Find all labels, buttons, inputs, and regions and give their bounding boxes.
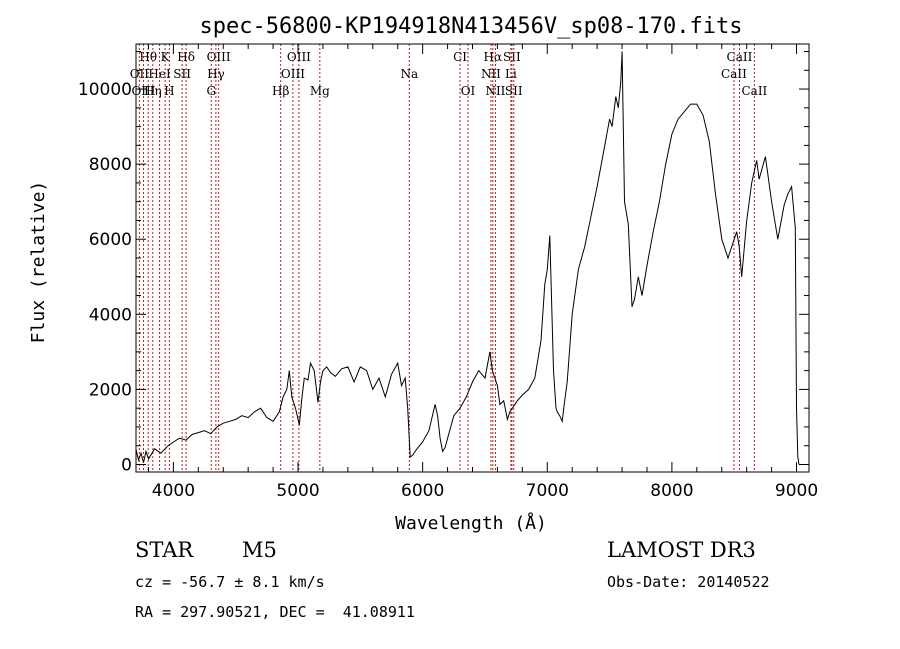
line-label-22: Li xyxy=(505,67,517,81)
line-label-14: Hβ xyxy=(272,84,289,98)
line-label-13: OIII xyxy=(281,67,305,81)
line-label-25: CaII xyxy=(727,50,753,64)
axis-ticks: 4000 5000 6000 7000 8000 9000 0 2000 4000 6000 800… xyxy=(78,44,818,501)
line-label-17: CI xyxy=(453,50,467,64)
spectrum-line xyxy=(135,51,800,465)
y-tick-label-0: 0 xyxy=(121,455,132,475)
line-label-11: G xyxy=(206,84,216,98)
y-tick-label-10000: 10000 xyxy=(78,80,132,100)
line-label-1: OII xyxy=(130,67,150,81)
y-tick-label-4000: 4000 xyxy=(89,305,132,325)
line-label-19: Hα xyxy=(484,50,503,64)
y-axis-label: Flux (relative) xyxy=(28,181,49,344)
x-tick-label-7000: 7000 xyxy=(526,481,569,501)
survey-name: LAMOST DR3 xyxy=(607,538,756,562)
line-label-3: Hη xyxy=(144,84,162,98)
line-label-9: OIII xyxy=(207,50,231,64)
object-class: STAR xyxy=(135,538,194,562)
line-label-0: Hθ xyxy=(139,50,157,64)
x-tick-label-8000: 8000 xyxy=(650,481,693,501)
x-tick-label-5000: 5000 xyxy=(276,481,319,501)
x-tick-label-9000: 9000 xyxy=(775,481,818,501)
plot-frame xyxy=(135,43,810,473)
obs-date: Obs-Date: 20140522 xyxy=(607,573,770,591)
line-label-27: CaII xyxy=(741,84,767,98)
y-tick-label-6000: 6000 xyxy=(89,230,132,250)
line-label-10: Hγ xyxy=(207,67,225,81)
y-tick-label-8000: 8000 xyxy=(89,155,132,175)
line-label-18: OI xyxy=(461,84,476,98)
line-label-7: H xyxy=(164,84,174,98)
line-label-2: OIII xyxy=(131,84,155,98)
line-label-8: Hδ xyxy=(177,50,195,64)
redshift-cz: cz = -56.7 ± 8.1 km/s xyxy=(135,573,325,591)
line-label-16: Na xyxy=(400,67,418,81)
line-label-5: K xyxy=(161,50,171,64)
line-label-20: SII xyxy=(503,50,521,64)
line-label-4: HeI xyxy=(148,67,171,81)
line-label-24: SII xyxy=(505,84,523,98)
line-label-15: Mg xyxy=(310,84,330,98)
ra-dec-coordinates: RA = 297.90521, DEC = 41.08911 xyxy=(135,603,415,621)
line-label-21: NII xyxy=(481,67,501,81)
object-subclass: M5 xyxy=(242,538,277,562)
line-label-12: OIII xyxy=(287,50,311,64)
line-label-23: NII xyxy=(485,84,505,98)
line-label-26: CaII xyxy=(721,67,747,81)
line-label-6: SII xyxy=(173,67,191,81)
y-tick-label-2000: 2000 xyxy=(89,380,132,400)
x-tick-label-6000: 6000 xyxy=(401,481,444,501)
chart-title: spec-56800-KP194918N413456V_sp08-170.fit… xyxy=(199,14,742,39)
x-tick-label-4000: 4000 xyxy=(152,481,195,501)
x-axis-label: Wavelength (Å) xyxy=(395,512,547,534)
